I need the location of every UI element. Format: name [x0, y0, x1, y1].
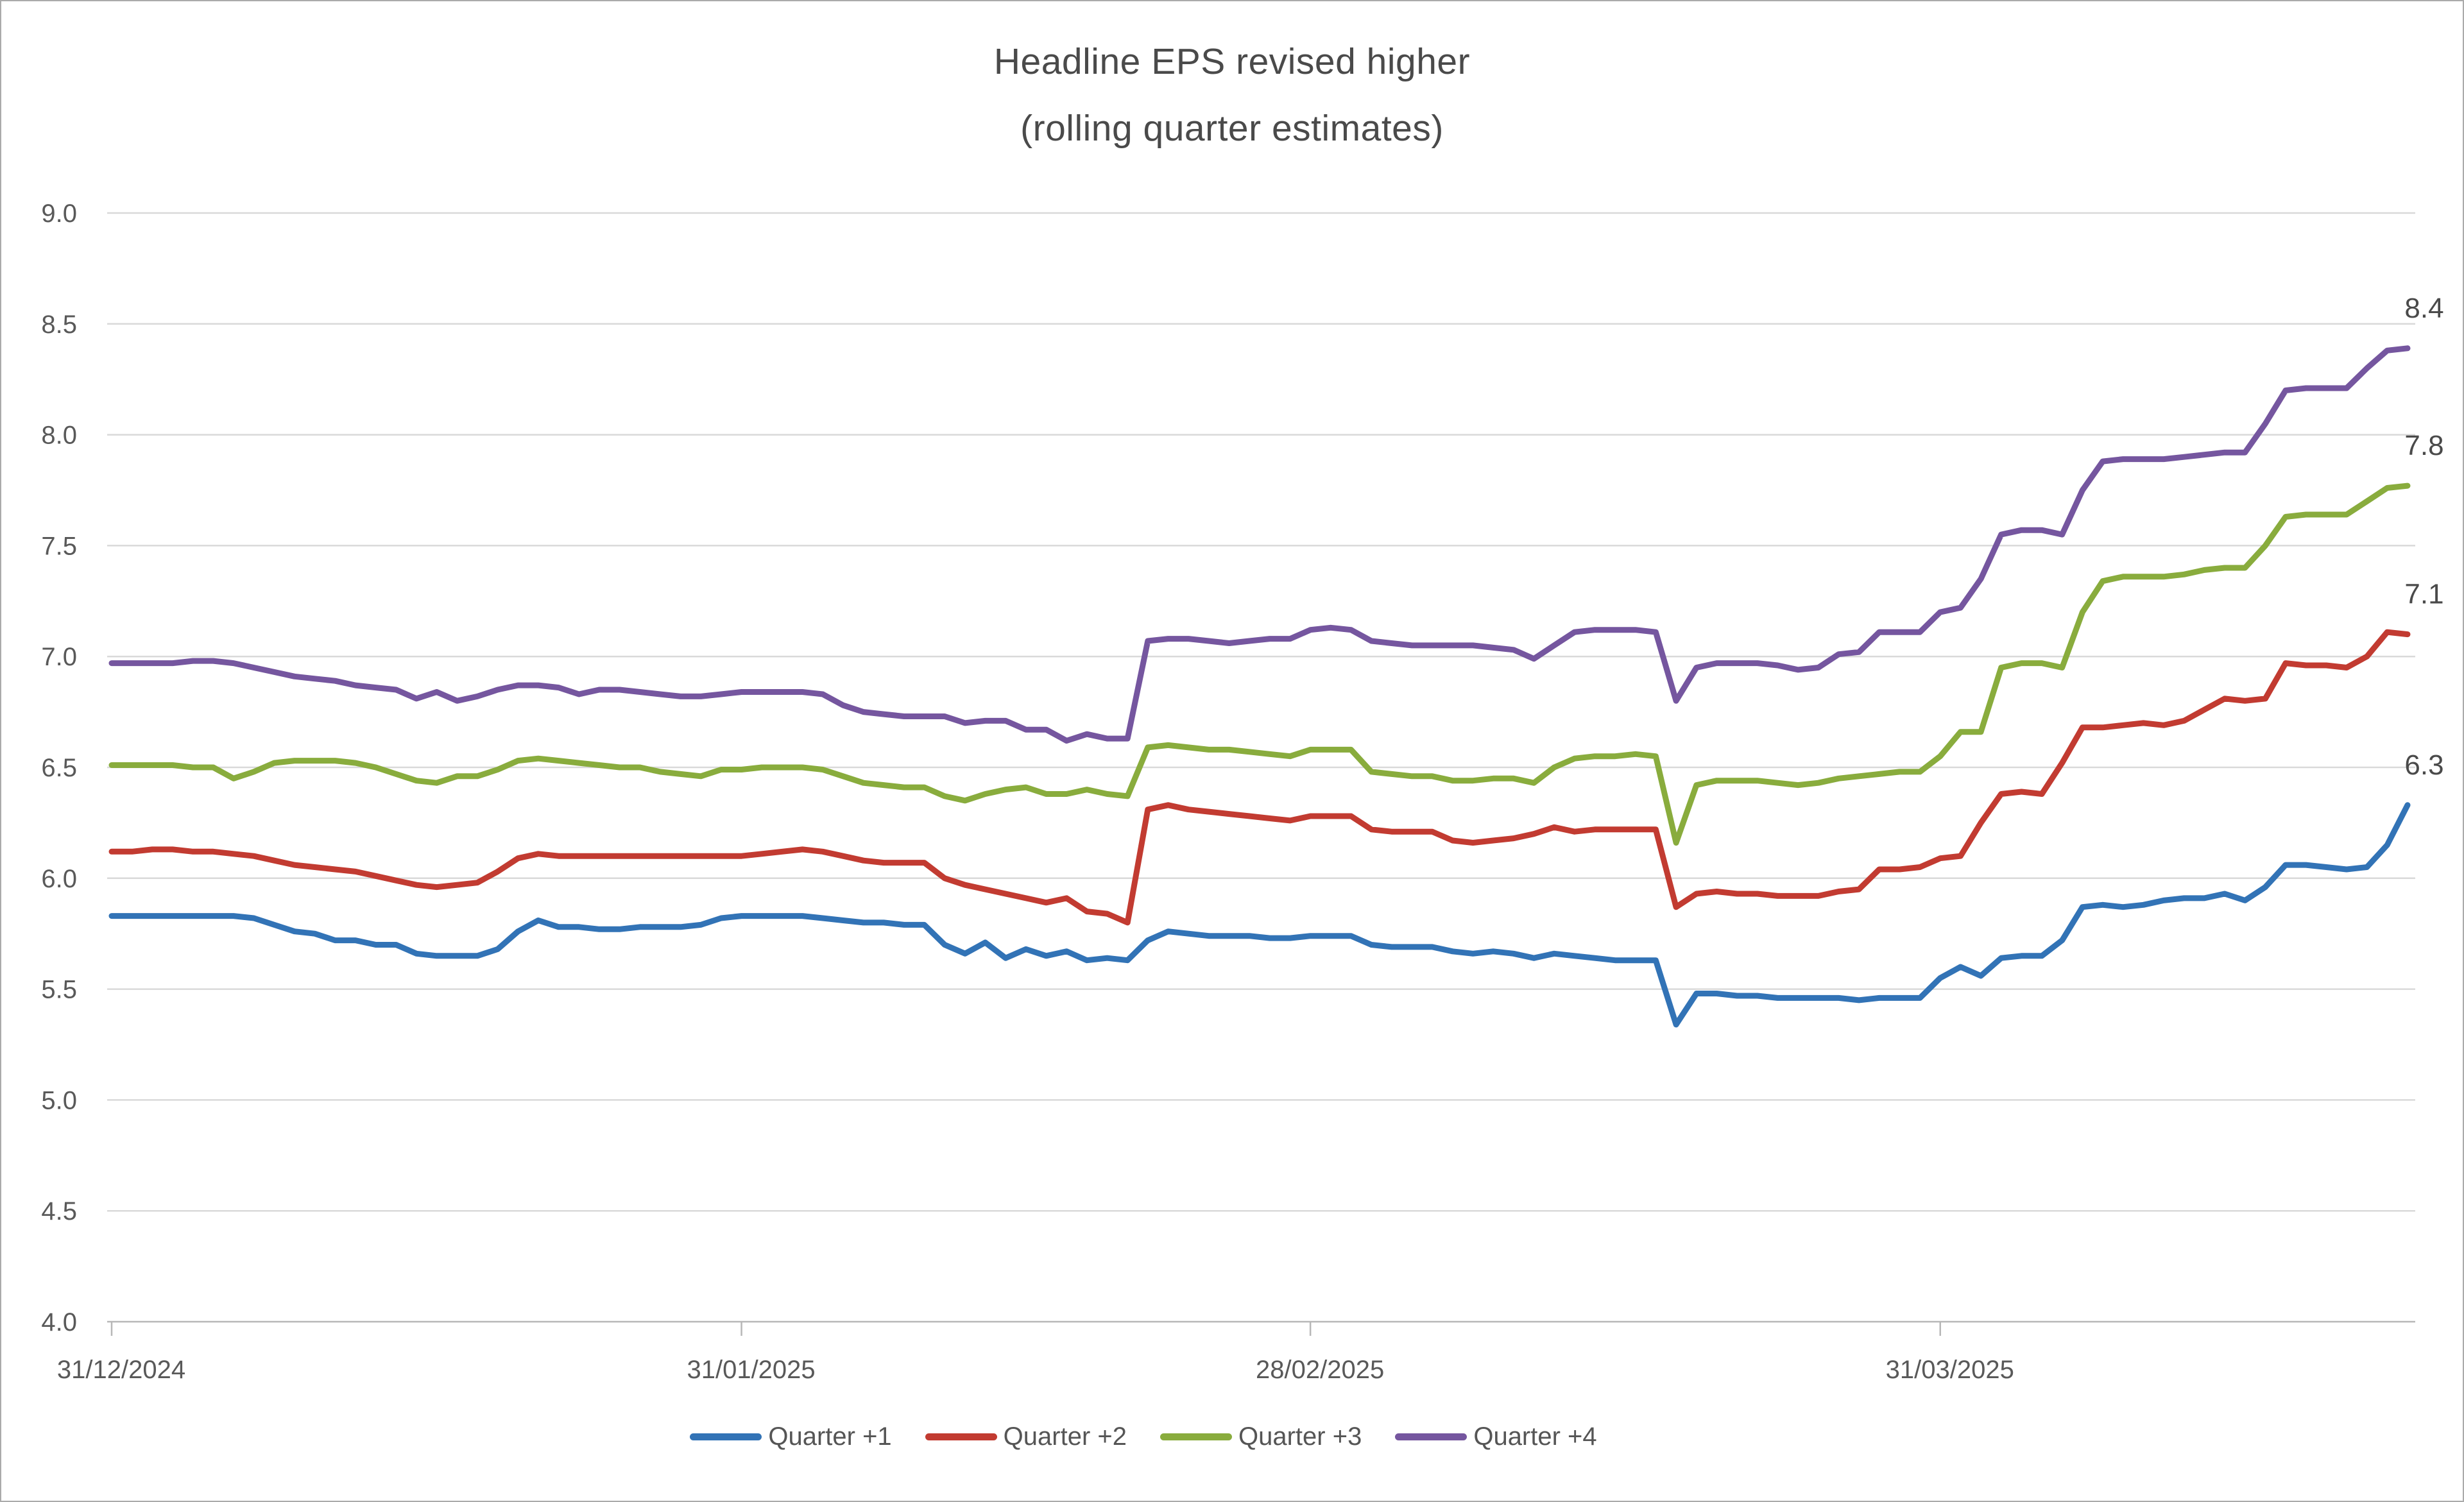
legend-item-quarter-plus-4: Quarter +4 — [1395, 1422, 1597, 1451]
series-line-quarter-4 — [108, 345, 2411, 744]
series-line-quarter-1 — [108, 802, 2411, 1028]
y-tick-label: 6.5 — [41, 754, 77, 782]
legend-item-quarter-plus-3: Quarter +3 — [1160, 1422, 1362, 1451]
y-tick-label: 4.5 — [41, 1197, 77, 1225]
series-line-quarter-2 — [108, 629, 2411, 926]
chart-legend: Quarter +1 Quarter +2 Quarter +3 Quarter… — [1, 1422, 2286, 1451]
series-line-quarter-3 — [108, 482, 2411, 846]
y-tick-label: 4.0 — [41, 1308, 77, 1336]
y-tick-label: 7.5 — [41, 532, 77, 560]
x-tick-label: 31/01/2025 — [687, 1356, 815, 1384]
series-end-label-quarter-1: 6.3 — [2404, 749, 2443, 781]
legend-swatch-quarter-plus-4 — [1395, 1433, 1467, 1440]
legend-swatch-quarter-plus-3 — [1160, 1433, 1232, 1440]
y-tick-label: 9.0 — [41, 200, 77, 228]
legend-label-quarter-plus-1: Quarter +1 — [768, 1422, 892, 1451]
x-tick-label: 31/12/2024 — [57, 1356, 185, 1384]
legend-item-quarter-plus-2: Quarter +2 — [925, 1422, 1127, 1451]
x-tick-label: 31/03/2025 — [1886, 1356, 2014, 1384]
legend-item-quarter-plus-1: Quarter +1 — [690, 1422, 892, 1451]
chart-title-line1: Headline EPS revised higher — [993, 41, 1471, 82]
legend-swatch-quarter-plus-1 — [690, 1433, 762, 1440]
legend-swatch-quarter-plus-2 — [925, 1433, 997, 1440]
series-end-label-quarter-2: 7.1 — [2404, 579, 2443, 610]
y-tick-label: 5.5 — [41, 976, 77, 1004]
y-tick-label: 7.0 — [41, 643, 77, 671]
series-end-label-quarter-4: 8.4 — [2404, 293, 2443, 324]
y-tick-label: 8.5 — [41, 311, 77, 339]
series-end-label-quarter-3: 7.8 — [2404, 430, 2443, 461]
gridlines — [107, 212, 2415, 1323]
chart-title: Headline EPS revised higher (rolling qua… — [1, 28, 2463, 162]
legend-label-quarter-plus-4: Quarter +4 — [1473, 1422, 1597, 1451]
x-axis-ticks-and-labels: 31/12/2024 31/01/2025 28/02/2025 31/03/2025 — [57, 1322, 2014, 1384]
legend-label-quarter-plus-2: Quarter +2 — [1003, 1422, 1127, 1451]
x-tick-label: 28/02/2025 — [1256, 1356, 1384, 1384]
y-axis-tick-labels: 4.0 4.5 5.0 5.5 6.0 6.5 7.0 7.5 8.0 8.5 9.0 — [41, 200, 77, 1336]
y-tick-label: 8.0 — [41, 422, 77, 450]
y-tick-label: 5.0 — [41, 1086, 77, 1114]
chart-title-line2: (rolling quarter estimates) — [1020, 108, 1444, 149]
y-tick-label: 6.0 — [41, 865, 77, 893]
legend-label-quarter-plus-3: Quarter +3 — [1238, 1422, 1362, 1451]
